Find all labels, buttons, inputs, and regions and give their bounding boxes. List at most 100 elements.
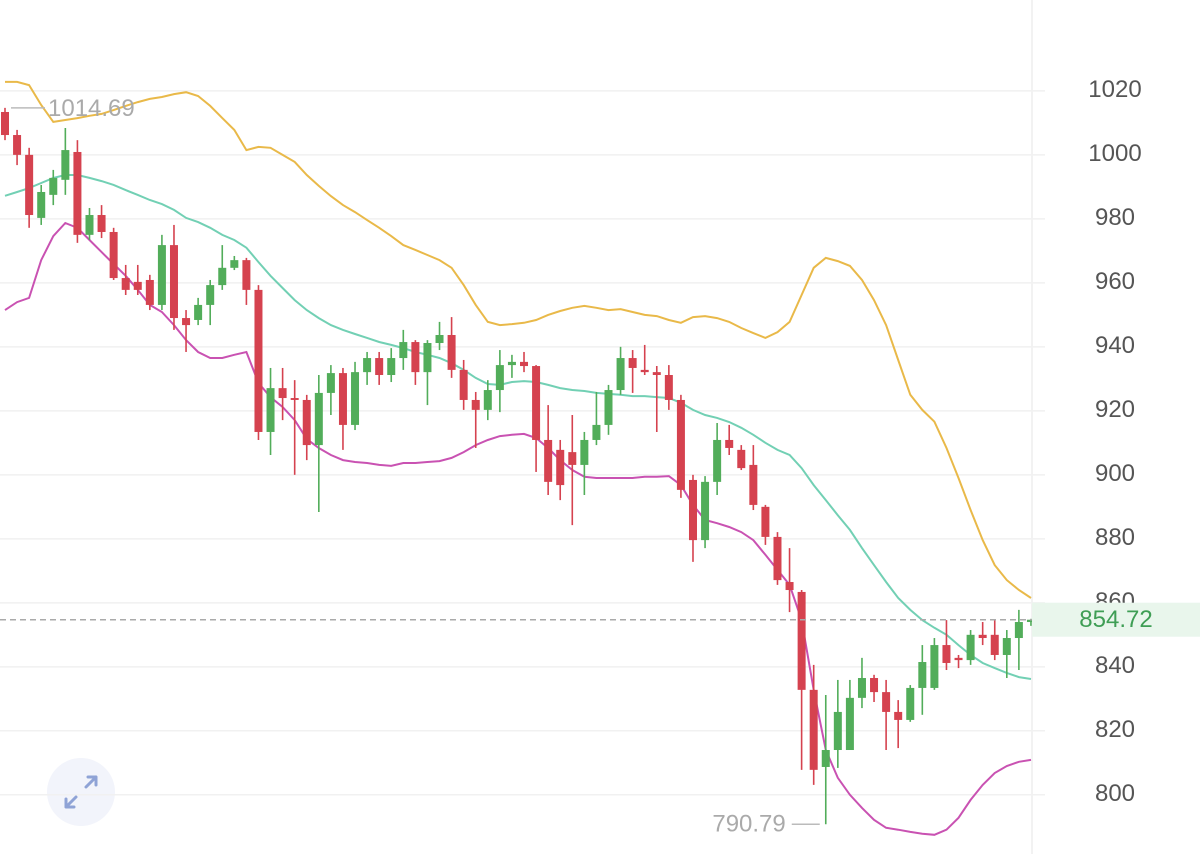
- min-label: 790.79: [712, 811, 785, 838]
- candle-body: [520, 361, 529, 367]
- candle-body: [13, 135, 22, 155]
- y-tick-label: 1000: [1088, 140, 1141, 167]
- candle-body: [133, 281, 142, 290]
- candle-body: [206, 285, 215, 305]
- y-tick-label: 920: [1095, 396, 1135, 423]
- candle-body: [906, 687, 915, 720]
- expand-circle[interactable]: [47, 758, 115, 826]
- expand-icon[interactable]: [64, 775, 98, 809]
- candle-body: [640, 369, 649, 373]
- candle-body: [628, 358, 637, 368]
- candle-body: [73, 151, 82, 235]
- last-price-label: 854.72: [1079, 606, 1152, 633]
- max-label: 1014.69: [48, 95, 135, 122]
- y-tick-label: 960: [1095, 268, 1135, 295]
- candle-body: [290, 398, 299, 400]
- y-tick-label: 800: [1095, 780, 1135, 807]
- candle-body: [447, 335, 456, 370]
- candle-body: [568, 452, 577, 465]
- candle-body: [459, 369, 468, 400]
- candle-body: [664, 375, 673, 400]
- candle-body: [821, 750, 830, 767]
- candle-body: [230, 260, 239, 268]
- candle-body: [182, 318, 191, 326]
- candle-body: [266, 388, 275, 432]
- candle-body: [1026, 619, 1035, 623]
- candle-body: [857, 678, 866, 698]
- candle-body: [314, 392, 323, 446]
- candle-body: [604, 390, 613, 425]
- candle-body: [556, 449, 565, 486]
- candle-body: [302, 399, 311, 446]
- candle-body: [785, 582, 794, 591]
- expand-button[interactable]: [47, 758, 115, 826]
- candle-body: [435, 335, 444, 344]
- candle-body: [1002, 638, 1011, 655]
- candle-body: [218, 267, 227, 286]
- y-tick-label: 1020: [1088, 76, 1141, 103]
- candle-body: [882, 692, 891, 712]
- candle-body: [25, 154, 34, 216]
- candle-body: [495, 365, 504, 391]
- candle-body: [338, 373, 347, 425]
- candle-body: [61, 150, 70, 180]
- y-tick-label: 940: [1095, 332, 1135, 359]
- candle-body: [688, 479, 697, 541]
- y-tick-label: 900: [1095, 460, 1135, 487]
- candle-body: [809, 689, 818, 770]
- candle-body: [845, 697, 854, 751]
- candle-body: [37, 191, 46, 218]
- candle-body: [580, 439, 589, 465]
- band-line: [4, 221, 1032, 836]
- candle-body: [194, 304, 203, 320]
- y-tick-label: 880: [1095, 524, 1135, 551]
- candle-body: [616, 358, 625, 391]
- candle-body: [870, 678, 879, 693]
- candle-body: [507, 361, 516, 366]
- candle-body: [942, 645, 951, 663]
- candle-body: [109, 231, 118, 279]
- candle-body: [375, 358, 384, 376]
- candle-body: [592, 424, 601, 440]
- candle-body: [85, 215, 94, 235]
- candle-body: [423, 343, 432, 373]
- candle-body: [713, 439, 722, 482]
- candle-body: [363, 358, 372, 373]
- candle-body: [97, 215, 106, 232]
- candle-body: [773, 536, 782, 581]
- candle-body: [326, 373, 335, 393]
- candle-body: [399, 342, 408, 359]
- candle-body: [411, 342, 420, 373]
- band-line: [4, 174, 1032, 680]
- candle-body: [954, 657, 963, 661]
- y-tick-label: 840: [1095, 652, 1135, 679]
- candle-body: [761, 506, 770, 537]
- candle-body: [242, 260, 251, 290]
- candle-body: [145, 279, 154, 305]
- candle-body: [1, 111, 9, 136]
- band-line: [5, 80, 1032, 599]
- candle-body: [918, 662, 927, 688]
- candle-body: [532, 366, 541, 440]
- y-tick-label: 980: [1095, 204, 1135, 231]
- candle-body: [278, 388, 287, 399]
- candle-body: [351, 372, 360, 425]
- candle-body: [483, 390, 492, 410]
- candle-body: [990, 634, 999, 655]
- candle-body: [737, 449, 746, 469]
- candle-body: [1014, 622, 1023, 639]
- candle-body: [387, 358, 396, 376]
- candle-body: [749, 464, 758, 505]
- candle-body: [652, 372, 661, 376]
- last-price-box: [1032, 602, 1200, 637]
- candle-body: [157, 245, 166, 305]
- candle-body: [49, 177, 58, 195]
- candle-body: [725, 439, 734, 448]
- candle-body: [701, 481, 710, 541]
- candle-body: [169, 245, 178, 319]
- y-tick-label: 820: [1095, 716, 1135, 743]
- candle-body: [544, 439, 553, 482]
- candle-body: [797, 591, 806, 690]
- candle-body: [978, 634, 987, 639]
